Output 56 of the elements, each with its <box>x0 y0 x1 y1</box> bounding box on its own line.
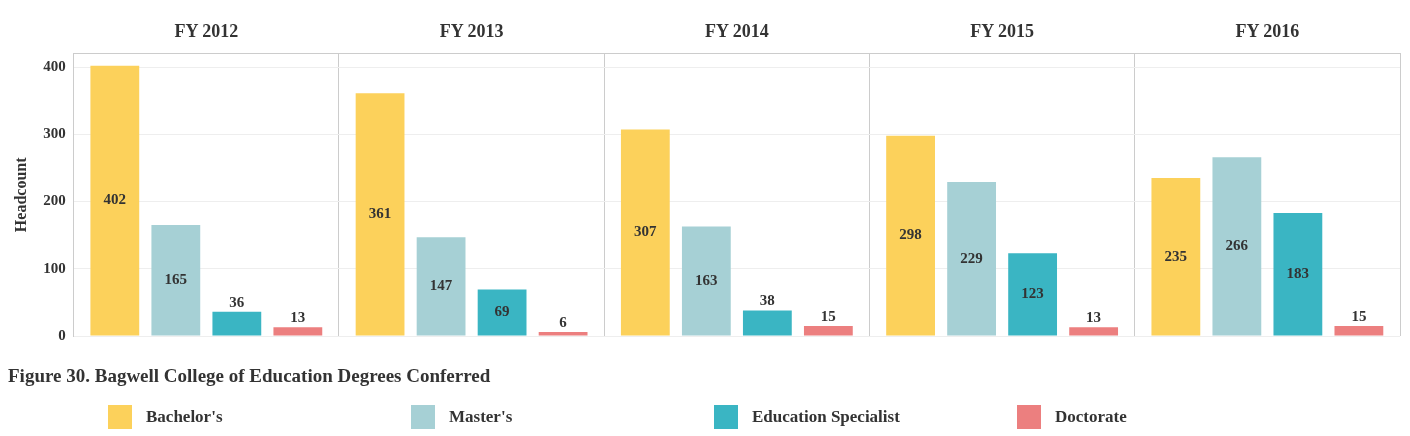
bar <box>1069 327 1119 336</box>
data-label: 123 <box>1021 285 1044 302</box>
bar <box>1212 157 1262 336</box>
x-tick-label: FY 2014 <box>704 21 769 42</box>
x-tick-label: FY 2015 <box>970 21 1035 42</box>
bar <box>742 310 792 336</box>
caption: Figure 30. Bagwell College of Education Degrees Conferred <box>8 365 492 387</box>
data-label: 307 <box>634 223 658 240</box>
x-tick-label: FY 2012 <box>174 21 239 42</box>
bar <box>90 65 140 336</box>
bar <box>1334 325 1384 336</box>
data-label: 165 <box>164 271 188 288</box>
legend-label: Bachelor's <box>146 407 223 427</box>
bar <box>477 289 527 336</box>
legend-label: Doctorate <box>1055 407 1127 427</box>
y-tick-label: 100 <box>43 259 66 276</box>
data-label: 298 <box>899 226 922 243</box>
legend-label: Education Specialist <box>752 407 900 427</box>
data-label: 183 <box>1286 265 1310 282</box>
data-label: 38 <box>759 292 775 309</box>
data-label: 163 <box>695 271 718 288</box>
data-label: 266 <box>1225 237 1249 254</box>
data-label: 235 <box>1164 247 1188 264</box>
bar <box>886 135 935 336</box>
data-label: 229 <box>960 249 983 266</box>
data-label: 15 <box>820 307 836 324</box>
x-tick-label: FY 2013 <box>439 21 504 42</box>
data-label: 69 <box>494 303 510 320</box>
bar <box>1151 177 1201 336</box>
data-label: 6 <box>559 313 568 330</box>
bar <box>1008 253 1058 336</box>
bar <box>803 325 853 336</box>
data-label: 13 <box>1086 309 1102 326</box>
bar <box>151 225 201 336</box>
y-tick-label: 400 <box>43 57 66 74</box>
bar <box>1273 212 1323 336</box>
x-tick-label: FY 2016 <box>1235 21 1300 42</box>
bar <box>355 93 405 336</box>
bar <box>212 311 262 336</box>
data-label: 147 <box>429 277 453 294</box>
bar <box>620 129 670 336</box>
bar <box>416 237 466 336</box>
bar <box>273 327 323 336</box>
y-tick-label: 300 <box>43 125 66 142</box>
y-axis-title: Headcount <box>11 156 29 233</box>
data-label: 361 <box>368 205 392 222</box>
data-label: 15 <box>1351 307 1367 324</box>
data-label: 13 <box>290 309 306 326</box>
legend-label: Master's <box>449 407 513 427</box>
bar <box>538 331 588 336</box>
bar <box>947 182 997 336</box>
bar <box>681 226 731 336</box>
y-tick-label: 0 <box>58 326 66 343</box>
y-tick-label: 200 <box>43 192 66 209</box>
data-label: 402 <box>103 191 127 208</box>
data-label: 36 <box>229 293 245 310</box>
